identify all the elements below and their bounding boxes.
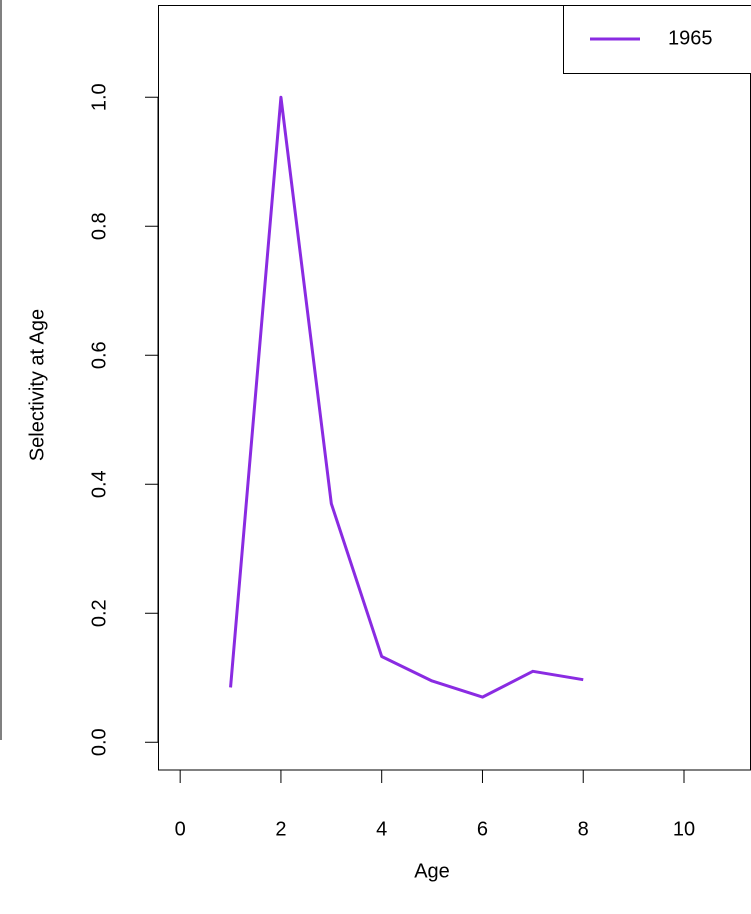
y-tick-label: 0.6 bbox=[88, 341, 110, 369]
x-tick-label: 6 bbox=[477, 818, 488, 840]
x-axis-label: Age bbox=[414, 860, 450, 882]
series-line bbox=[229, 95, 584, 699]
legend-label: 1965 bbox=[668, 27, 713, 49]
y-tick-label: 0.4 bbox=[88, 470, 110, 498]
y-tick-label: 0.2 bbox=[88, 599, 110, 627]
x-tick-label: 0 bbox=[175, 818, 186, 840]
y-tick-label: 0.8 bbox=[88, 212, 110, 240]
x-tick-label: 2 bbox=[275, 818, 286, 840]
x-tick-label: 4 bbox=[376, 818, 387, 840]
y-tick-label: 1.0 bbox=[88, 83, 110, 111]
x-tick-label: 8 bbox=[578, 818, 589, 840]
x-tick-label: 10 bbox=[673, 818, 695, 840]
y-axis-label: Selectivity at Age bbox=[26, 309, 48, 461]
plot-box bbox=[158, 5, 751, 771]
y-tick-label: 0.0 bbox=[88, 728, 110, 756]
